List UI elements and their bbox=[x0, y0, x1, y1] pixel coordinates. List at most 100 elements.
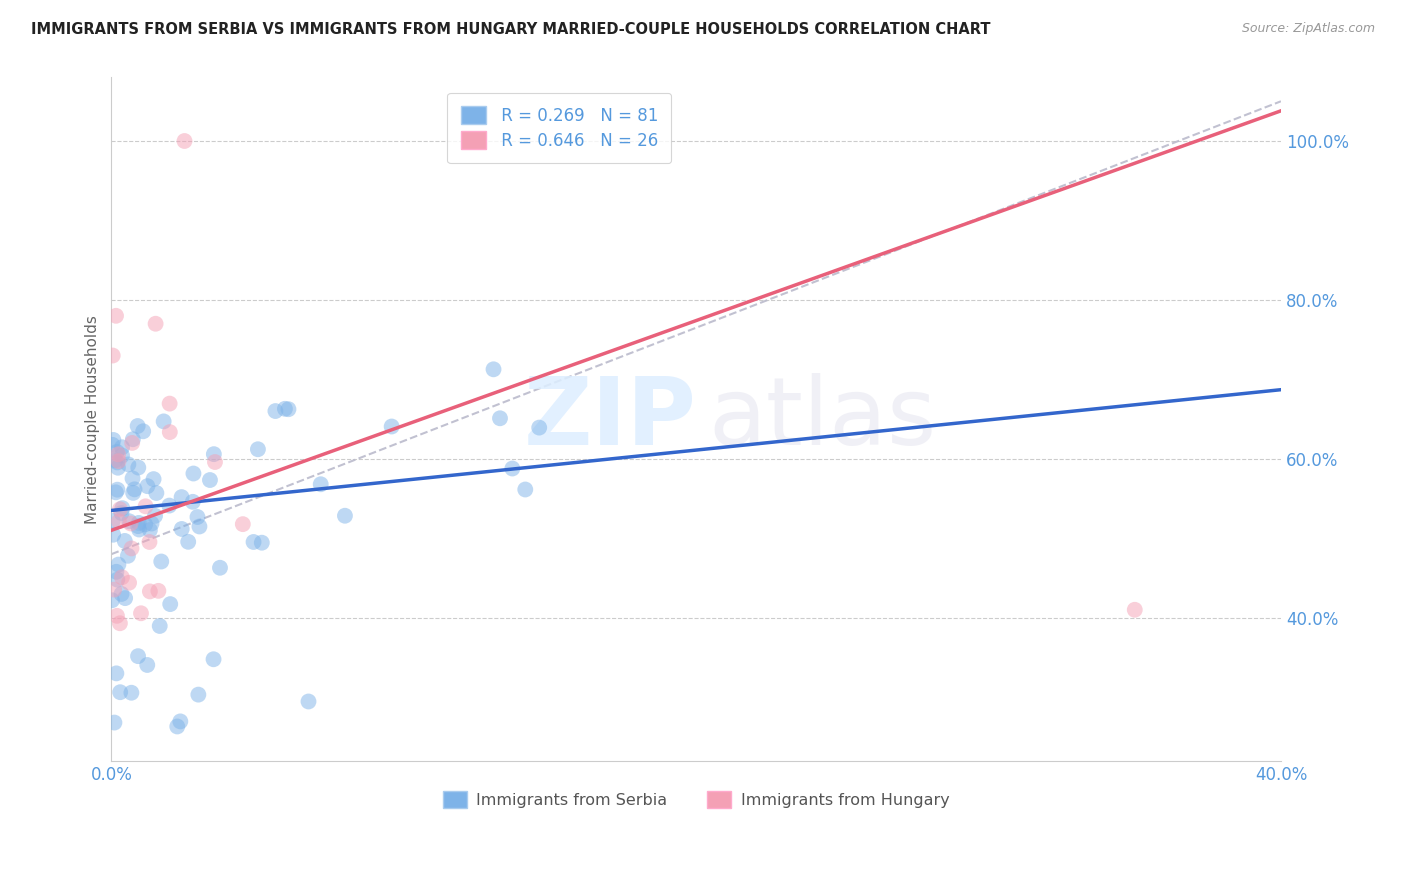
Point bbox=[121, 541, 143, 556]
Point bbox=[111, 570, 134, 584]
Point bbox=[104, 485, 127, 500]
Text: Source: ZipAtlas.com: Source: ZipAtlas.com bbox=[1241, 22, 1375, 36]
Point bbox=[118, 514, 141, 528]
Point bbox=[1123, 603, 1146, 617]
Point bbox=[142, 472, 165, 486]
Point bbox=[108, 514, 131, 528]
Point bbox=[246, 442, 269, 457]
Point bbox=[107, 460, 129, 475]
Y-axis label: Married-couple Households: Married-couple Households bbox=[86, 315, 100, 524]
Legend: Immigrants from Serbia, Immigrants from Hungary: Immigrants from Serbia, Immigrants from … bbox=[436, 785, 956, 814]
Point bbox=[121, 436, 143, 450]
Point bbox=[127, 649, 149, 664]
Point bbox=[136, 657, 159, 672]
Point bbox=[105, 608, 128, 623]
Point bbox=[105, 565, 128, 579]
Point bbox=[117, 458, 139, 472]
Point bbox=[132, 424, 155, 438]
Point bbox=[170, 522, 193, 536]
Point bbox=[128, 516, 150, 530]
Point bbox=[242, 535, 264, 549]
Point bbox=[139, 584, 162, 599]
Point bbox=[148, 583, 170, 598]
Point bbox=[108, 685, 131, 699]
Point bbox=[277, 402, 299, 417]
Point bbox=[501, 461, 523, 475]
Point bbox=[103, 582, 125, 597]
Point bbox=[150, 554, 173, 568]
Point bbox=[101, 438, 124, 452]
Point bbox=[183, 467, 205, 481]
Point bbox=[198, 473, 221, 487]
Point bbox=[128, 523, 150, 537]
Point bbox=[108, 502, 131, 516]
Point bbox=[149, 619, 172, 633]
Text: ZIP: ZIP bbox=[523, 373, 696, 465]
Point bbox=[101, 527, 124, 541]
Point bbox=[159, 425, 181, 439]
Point bbox=[177, 534, 200, 549]
Point bbox=[139, 523, 162, 537]
Point bbox=[515, 483, 537, 497]
Point bbox=[129, 607, 152, 621]
Point bbox=[105, 573, 128, 587]
Point bbox=[105, 666, 128, 681]
Point bbox=[108, 616, 131, 631]
Point bbox=[152, 414, 174, 428]
Text: atlas: atlas bbox=[707, 373, 936, 465]
Point bbox=[105, 455, 128, 469]
Point bbox=[159, 597, 181, 611]
Point bbox=[143, 508, 166, 523]
Point bbox=[250, 535, 273, 549]
Point bbox=[173, 134, 195, 148]
Point bbox=[381, 419, 404, 434]
Point bbox=[111, 449, 134, 463]
Point bbox=[138, 535, 160, 549]
Point bbox=[117, 549, 139, 563]
Point bbox=[264, 404, 287, 418]
Point bbox=[107, 447, 129, 461]
Point bbox=[170, 490, 193, 504]
Point bbox=[159, 396, 181, 410]
Point bbox=[141, 516, 163, 531]
Point bbox=[111, 501, 134, 516]
Point bbox=[145, 317, 167, 331]
Point bbox=[105, 309, 128, 323]
Point bbox=[121, 471, 143, 485]
Point bbox=[110, 506, 132, 520]
Point bbox=[188, 519, 211, 533]
Point bbox=[145, 486, 167, 500]
Point bbox=[333, 508, 356, 523]
Point bbox=[122, 486, 145, 500]
Point bbox=[122, 432, 145, 446]
Point bbox=[202, 447, 225, 461]
Point bbox=[107, 558, 129, 572]
Point bbox=[120, 686, 142, 700]
Point bbox=[186, 510, 208, 524]
Point bbox=[124, 483, 146, 497]
Point bbox=[105, 445, 128, 459]
Point bbox=[101, 349, 124, 363]
Point bbox=[101, 593, 124, 607]
Point bbox=[208, 561, 231, 575]
Point bbox=[202, 652, 225, 666]
Point bbox=[127, 519, 149, 533]
Point bbox=[136, 479, 159, 493]
Point bbox=[169, 714, 191, 729]
Point bbox=[114, 591, 136, 606]
Point bbox=[181, 495, 204, 509]
Point bbox=[309, 477, 332, 491]
Point bbox=[111, 440, 134, 454]
Point bbox=[107, 454, 129, 468]
Point bbox=[127, 419, 149, 434]
Point bbox=[120, 516, 142, 531]
Point bbox=[529, 420, 551, 434]
Point bbox=[187, 688, 209, 702]
Point bbox=[103, 715, 125, 730]
Point bbox=[104, 453, 127, 467]
Point bbox=[166, 719, 188, 733]
Point bbox=[204, 455, 226, 469]
Point bbox=[118, 575, 141, 590]
Point bbox=[134, 517, 156, 532]
Point bbox=[103, 433, 125, 447]
